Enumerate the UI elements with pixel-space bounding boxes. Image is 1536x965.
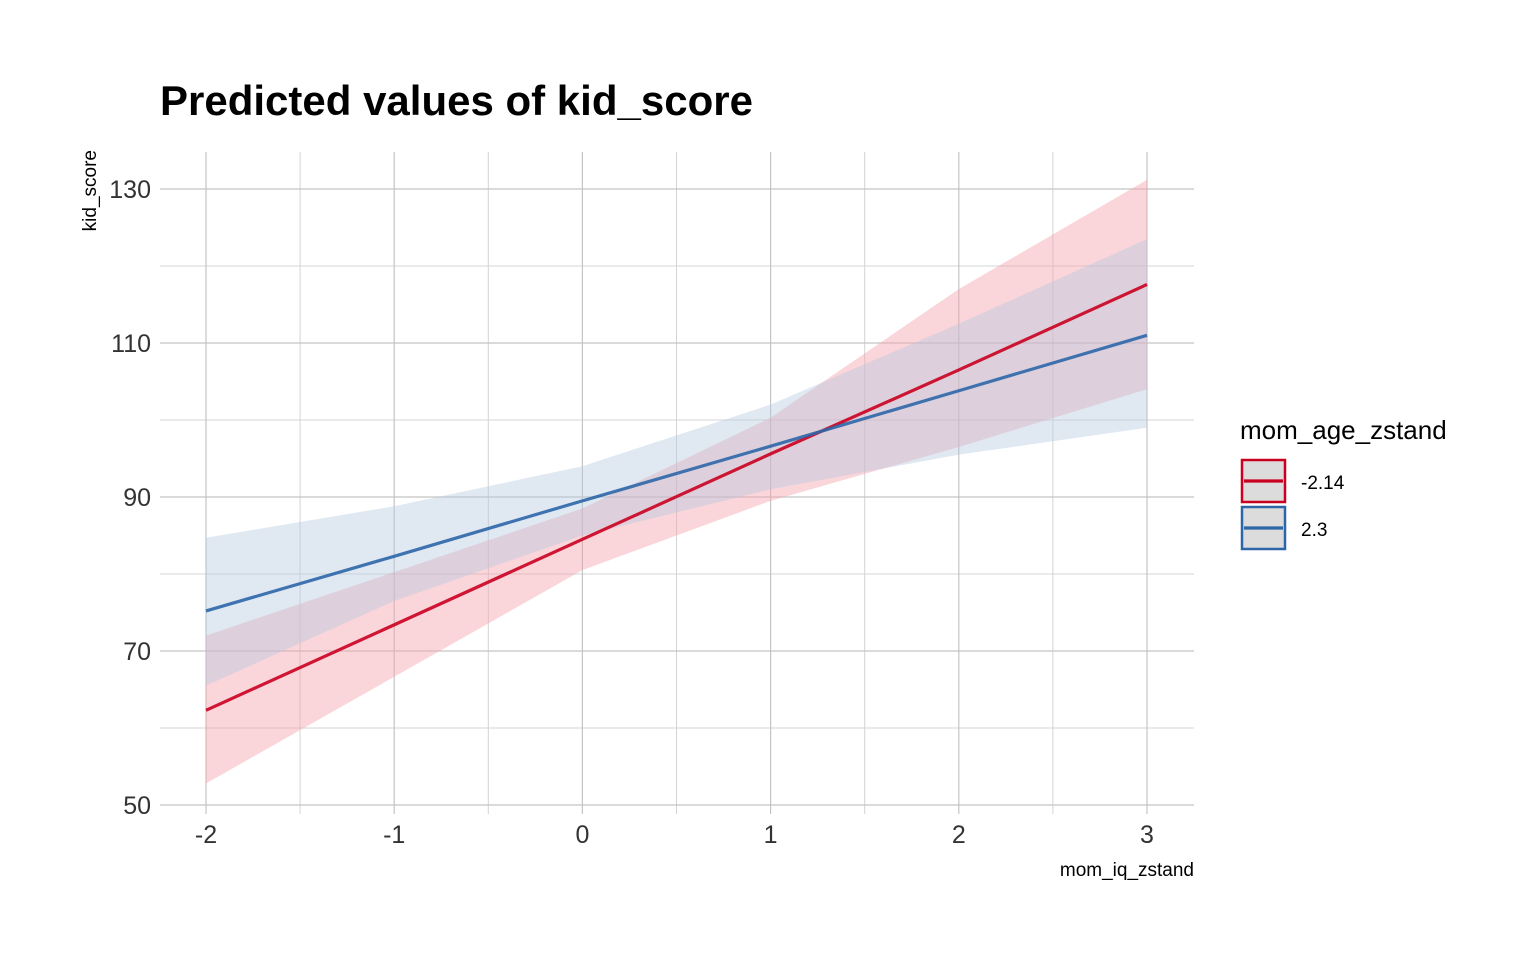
y-tick-label: 50 [123, 792, 151, 820]
series-lines [205, 283, 1148, 712]
y-tick-label: 70 [123, 638, 151, 666]
axes: -2 -1 0 1 2 3 50 70 90 110 130 [109, 176, 1154, 849]
x-tick-label: -1 [383, 821, 405, 849]
confidence-band-1 [206, 239, 1147, 686]
legend-title: mom_age_zstand [1240, 415, 1447, 445]
series-line-0 [205, 283, 1148, 712]
y-tick-label: 110 [111, 330, 151, 358]
legend-label: 2.3 [1301, 520, 1327, 541]
legend-item-0: -2.14 [1240, 458, 1345, 504]
confidence-bands [206, 179, 1147, 784]
legend-item-1: 2.3 [1240, 505, 1327, 551]
x-tick-label: 2 [952, 821, 966, 849]
x-tick-label: 0 [575, 821, 589, 849]
legend: mom_age_zstand -2.14 2.3 [1240, 415, 1447, 551]
legend-label: -2.14 [1301, 473, 1345, 494]
x-tick-label: -2 [195, 821, 217, 849]
x-tick-label: 1 [764, 821, 778, 849]
x-tick-label: 3 [1140, 821, 1154, 849]
y-tick-label: 130 [109, 176, 151, 204]
y-axis-title: kid_score [80, 150, 101, 231]
chart-title: Predicted values of kid_score [160, 77, 753, 124]
y-tick-label: 90 [123, 484, 151, 512]
legend-items: -2.14 2.3 [1240, 458, 1345, 551]
x-axis-title: mom_iq_zstand [1060, 860, 1194, 881]
confidence-band-0 [206, 179, 1147, 784]
series-line-1 [205, 333, 1148, 613]
